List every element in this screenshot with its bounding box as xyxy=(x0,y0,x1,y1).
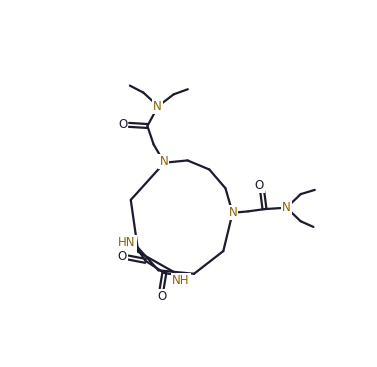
Text: O: O xyxy=(255,179,264,192)
Text: N: N xyxy=(159,155,168,168)
Text: NH: NH xyxy=(172,273,190,287)
Text: O: O xyxy=(157,290,166,303)
Text: N: N xyxy=(229,206,238,219)
Text: O: O xyxy=(118,119,127,131)
Text: N: N xyxy=(153,100,162,113)
Text: N: N xyxy=(282,201,291,214)
Text: O: O xyxy=(118,250,127,264)
Text: HN: HN xyxy=(118,236,136,249)
